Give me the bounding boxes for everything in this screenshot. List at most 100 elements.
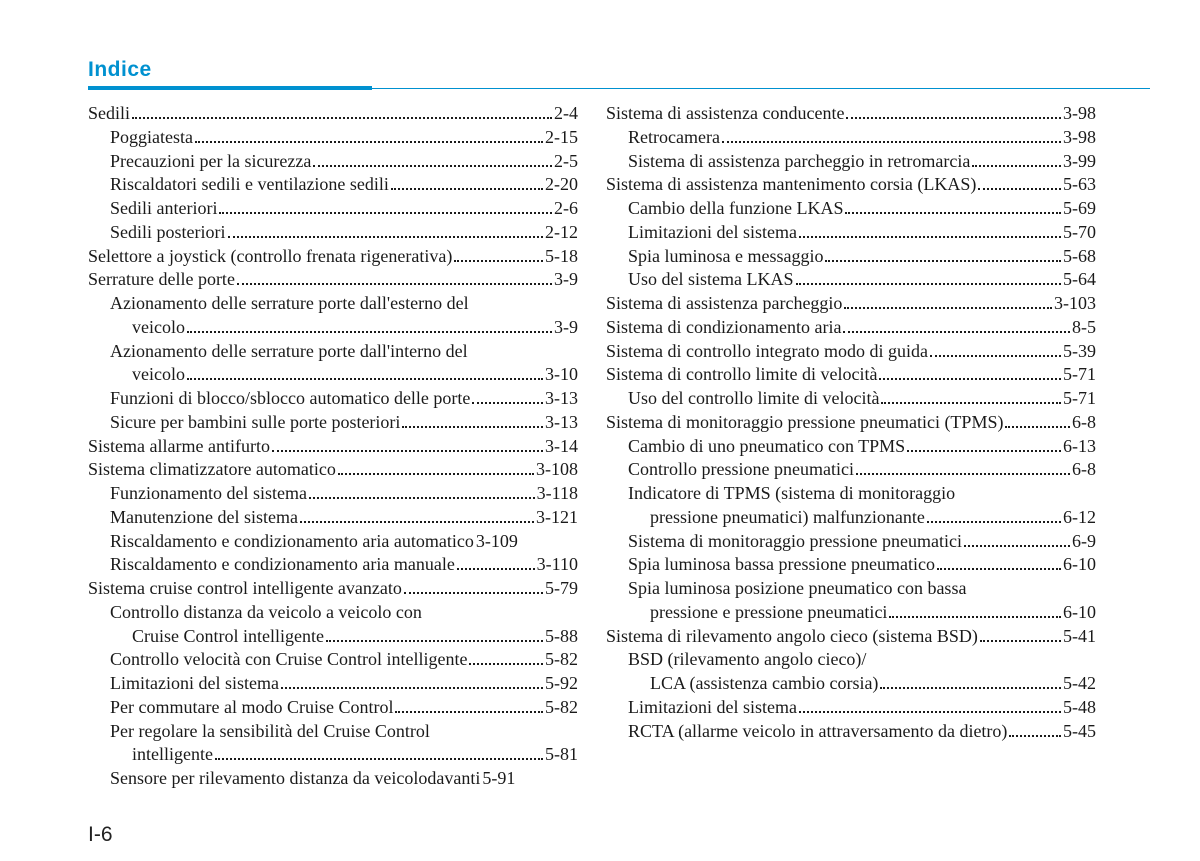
toc-entry: Sistema di assistenza parcheggio in retr… (606, 150, 1096, 174)
toc-entry: Spia luminosa e messaggio 5-68 (606, 245, 1096, 269)
toc-label: Funzionamento del sistema (110, 482, 307, 506)
toc-entry: Cambio della funzione LKAS 5-69 (606, 197, 1096, 221)
toc-leader (215, 758, 543, 760)
toc-leader (326, 640, 543, 642)
toc-entry: Uso del controllo limite di velocità5-71 (606, 387, 1096, 411)
toc-page: 5-79 (545, 577, 578, 601)
toc-label: Sistema di controllo integrato modo di g… (606, 340, 928, 364)
toc-leader (309, 497, 535, 499)
toc-entry: BSD (rilevamento angolo cieco)/ (606, 648, 1096, 672)
toc-page: 5-91 (482, 767, 515, 791)
toc-leader (843, 331, 1070, 333)
toc-page: 5-69 (1063, 197, 1096, 221)
toc-leader (978, 188, 1061, 190)
toc-entry: Precauzioni per la sicurezza2-5 (88, 150, 578, 174)
toc-entry-cont: LCA (assistenza cambio corsia)5-42 (606, 672, 1096, 696)
page-title: Indice (88, 58, 1150, 82)
toc-page: 5-68 (1063, 245, 1096, 269)
toc-leader (237, 283, 552, 285)
toc-page: 5-18 (545, 245, 578, 269)
toc-label: Sistema allarme antifurto (88, 435, 270, 459)
toc-label: Controllo pressione pneumatici (628, 458, 854, 482)
toc-leader (132, 117, 552, 119)
toc-label: Poggiatesta (110, 126, 193, 150)
toc-leader (187, 331, 552, 333)
toc-label: Sistema di monitoraggio pressione pneuma… (628, 530, 962, 554)
toc-label: BSD (rilevamento angolo cieco)/ (628, 648, 866, 672)
toc-label: Sedili (88, 102, 130, 126)
toc-leader (469, 663, 543, 665)
toc-page: 3-118 (537, 482, 578, 506)
toc-label: Indicatore di TPMS (sistema di monitorag… (628, 482, 955, 506)
toc-columns: Sedili2-4Poggiatesta 2-15Precauzioni per … (88, 102, 1150, 791)
toc-label: Sistema di rilevamento angolo cieco (sis… (606, 625, 978, 649)
toc-label: Manutenzione del sistema (110, 506, 298, 530)
toc-label: veicolo (132, 316, 185, 340)
toc-label: Selettore a joystick (controllo frenata … (88, 245, 452, 269)
toc-label: Sicure per bambini sulle porte posterior… (110, 411, 400, 435)
toc-page: 3-13 (545, 411, 578, 435)
toc-label: Limitazioni del sistema (628, 221, 797, 245)
toc-page: 5-45 (1063, 720, 1096, 744)
toc-page: 2-15 (545, 126, 578, 150)
toc-label: Spia luminosa e messaggio (628, 245, 823, 269)
toc-entry: Sensore per rilevamento distanza da veic… (88, 767, 578, 791)
toc-page: 5-70 (1063, 221, 1096, 245)
toc-entry: Riscaldatori sedili e ventilazione sedil… (88, 173, 578, 197)
toc-label: Spia luminosa bassa pressione pneumatico (628, 553, 935, 577)
rule-thin (372, 88, 1150, 89)
toc-entry: Sedili2-4 (88, 102, 578, 126)
toc-entry: Funzionamento del sistema 3-118 (88, 482, 578, 506)
toc-entry: Per regolare la sensibilità del Cruise C… (88, 720, 578, 744)
toc-label: Cambio di uno pneumatico con TPMS (628, 435, 905, 459)
toc-entry: Controllo pressione pneumatici6-8 (606, 458, 1096, 482)
toc-entry: Controllo velocità con Cruise Control in… (88, 648, 578, 672)
toc-entry: Limitazioni del sistema 5-70 (606, 221, 1096, 245)
toc-entry: Limitazioni del sistema5-92 (88, 672, 578, 696)
toc-page: 5-63 (1063, 173, 1096, 197)
toc-leader (402, 426, 543, 428)
toc-leader (930, 355, 1061, 357)
toc-entry: Riscaldamento e condizionamento aria man… (88, 553, 578, 577)
toc-label: Riscaldatori sedili e ventilazione sedil… (110, 173, 389, 197)
toc-entry: Riscaldamento e condizionamento aria aut… (88, 530, 578, 554)
toc-label: Spia luminosa posizione pneumatico con b… (628, 577, 966, 601)
toc-leader (338, 473, 534, 475)
toc-page: 6-13 (1063, 435, 1096, 459)
toc-leader (880, 687, 1061, 689)
toc-entry: RCTA (allarme veicolo in attraversamento… (606, 720, 1096, 744)
toc-entry: Sedili posteriori2-12 (88, 221, 578, 245)
toc-entry: Serrature delle porte3-9 (88, 268, 578, 292)
toc-label: Sedili anteriori (110, 197, 217, 221)
toc-leader (457, 568, 535, 570)
toc-entry: Sistema di monitoraggio pressione pneuma… (606, 411, 1096, 435)
toc-label: Cambio della funzione LKAS (628, 197, 843, 221)
toc-leader (187, 378, 543, 380)
toc-leader (927, 521, 1061, 523)
toc-entry: Sistema cruise control intelligente avan… (88, 577, 578, 601)
toc-page: 6-9 (1072, 530, 1096, 554)
rule-thick (88, 86, 372, 90)
toc-entry: Limitazioni del sistema5-48 (606, 696, 1096, 720)
toc-entry: Sistema di assistenza mantenimento corsi… (606, 173, 1096, 197)
toc-page: 5-81 (545, 743, 578, 767)
toc-leader (228, 236, 544, 238)
toc-entry: Spia luminosa bassa pressione pneumatico… (606, 553, 1096, 577)
toc-leader (391, 188, 543, 190)
toc-page: 6-10 (1063, 601, 1096, 625)
page-number: I-6 (88, 823, 113, 847)
toc-page: 6-10 (1063, 553, 1096, 577)
toc-leader (964, 545, 1070, 547)
toc-page: 5-48 (1063, 696, 1096, 720)
toc-leader (472, 402, 543, 404)
toc-entry: Cambio di uno pneumatico con TPMS 6-13 (606, 435, 1096, 459)
toc-entry: Retrocamera3-98 (606, 126, 1096, 150)
index-page: Indice Sedili2-4Poggiatesta 2-15Precauzio… (88, 58, 1150, 841)
toc-label: Sistema di assistenza parcheggio in retr… (628, 150, 970, 174)
toc-leader (889, 616, 1061, 618)
toc-page: 3-13 (545, 387, 578, 411)
toc-page: 3-109 (476, 530, 518, 554)
toc-entry: Indicatore di TPMS (sistema di monitorag… (606, 482, 1096, 506)
toc-entry: Manutenzione del sistema3-121 (88, 506, 578, 530)
toc-page: 5-82 (545, 648, 578, 672)
